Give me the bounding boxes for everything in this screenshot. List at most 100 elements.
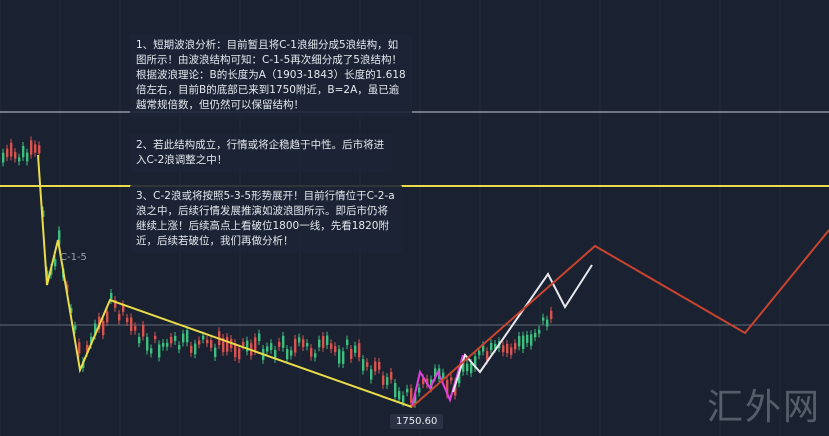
candle — [150, 348, 153, 354]
watermark-logo: 汇外网 — [706, 387, 821, 428]
candle — [198, 340, 201, 345]
candle — [190, 345, 193, 353]
candle — [174, 335, 177, 341]
candle — [346, 339, 349, 346]
candle — [278, 341, 281, 348]
wave-yellow — [37, 154, 413, 408]
analysis-note-2: 2、若此结构成立，行情或将企稳趋于中性。后市将进入C-2浪调整之中！ — [130, 134, 392, 172]
candle — [10, 142, 13, 157]
candle — [506, 343, 509, 354]
candle — [186, 330, 189, 343]
candle — [234, 343, 237, 358]
candle — [2, 152, 5, 163]
candle — [282, 335, 285, 348]
candle — [94, 323, 97, 336]
candle — [102, 321, 105, 336]
candle — [38, 145, 41, 154]
candle — [386, 377, 389, 385]
candle — [470, 363, 473, 374]
candle — [58, 230, 61, 245]
candle — [550, 310, 553, 320]
candle — [378, 361, 381, 370]
candle — [466, 363, 469, 372]
candle — [138, 337, 141, 344]
candle — [222, 338, 225, 352]
candle — [162, 343, 165, 347]
candle — [322, 336, 325, 348]
candle — [6, 148, 9, 158]
candle — [290, 350, 293, 356]
candle — [442, 372, 445, 380]
candle — [486, 351, 489, 361]
candle — [242, 341, 245, 346]
wave-red — [411, 229, 829, 408]
candle — [490, 342, 493, 351]
candle — [310, 348, 313, 357]
wave-label: C-1-5 — [60, 252, 87, 263]
candle — [522, 335, 525, 349]
candle — [302, 339, 305, 348]
candle — [166, 342, 169, 347]
candle — [318, 339, 321, 348]
candle — [406, 388, 409, 393]
candle — [266, 346, 269, 352]
candle — [402, 395, 405, 403]
candle — [274, 349, 277, 360]
candle — [370, 369, 373, 380]
candle — [14, 152, 17, 159]
candle — [326, 335, 329, 346]
candle — [362, 359, 365, 371]
candle — [210, 340, 213, 348]
candle — [42, 210, 45, 217]
candle — [194, 343, 197, 355]
candle — [22, 145, 25, 158]
candle — [398, 391, 401, 400]
candle — [546, 319, 549, 327]
candle — [182, 333, 185, 343]
candle — [462, 361, 465, 372]
low-price-label: 1750.60 — [390, 414, 444, 429]
candle — [334, 346, 337, 352]
candle — [158, 344, 161, 358]
candle — [458, 369, 461, 384]
candle — [482, 345, 485, 352]
candle — [358, 343, 361, 358]
wave-pink — [411, 354, 464, 408]
candle — [114, 300, 117, 308]
candle — [118, 314, 121, 321]
candle — [298, 337, 301, 343]
candle — [450, 377, 453, 381]
candle — [202, 335, 205, 340]
candle — [526, 334, 529, 343]
candle — [26, 152, 29, 162]
candle — [178, 345, 181, 350]
candle — [294, 338, 297, 353]
candle — [286, 349, 289, 360]
candles — [2, 136, 553, 408]
analysis-note-3: 3、C-2浪或将按照5-3-5形势展开！目前行情位于C-2-a浪之中，后续行情发… — [130, 185, 402, 253]
candle — [306, 343, 309, 347]
candle — [426, 378, 429, 385]
candle — [510, 347, 513, 355]
candle — [382, 375, 385, 385]
candle — [338, 349, 341, 364]
candle — [170, 336, 173, 344]
candle — [314, 353, 317, 358]
candle — [254, 337, 257, 351]
candle — [374, 361, 377, 372]
candle — [122, 304, 125, 312]
candle — [78, 342, 81, 354]
candle — [30, 140, 33, 155]
candle — [542, 317, 545, 321]
candle — [106, 311, 109, 323]
candle — [518, 336, 521, 347]
candle — [130, 317, 133, 331]
candle — [258, 333, 261, 342]
candle — [74, 325, 77, 330]
candle — [422, 378, 425, 385]
candle — [474, 356, 477, 368]
candle — [54, 259, 57, 267]
candle — [434, 368, 437, 378]
candle — [226, 336, 229, 352]
